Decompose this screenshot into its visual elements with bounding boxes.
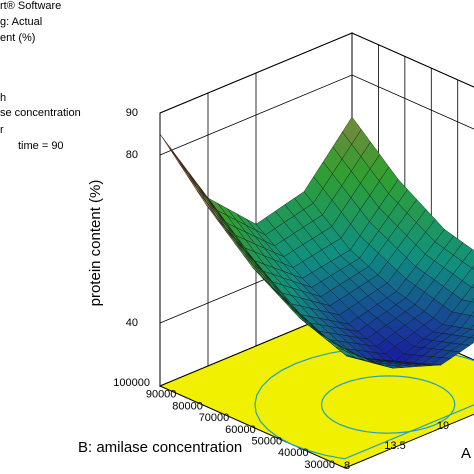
z-tick-label: 80: [126, 149, 138, 161]
surface: [159, 116, 474, 369]
y-tick-label: 50000: [252, 435, 283, 447]
y-tick-label: 60000: [225, 424, 256, 436]
legend-line: ent (%): [0, 32, 35, 44]
legend-line: rt® Software: [0, 0, 61, 12]
y-tick-label: 70000: [199, 412, 230, 424]
x-tick-label: 8: [344, 460, 350, 472]
legend-line: g: Actual: [0, 16, 42, 28]
surface-patch: [335, 346, 355, 358]
z-tick-label: 40: [126, 317, 138, 329]
y-tick-label: 100000: [113, 377, 150, 389]
y-axis-label: B: amilase concentration: [78, 439, 242, 456]
legend-line: h: [0, 92, 6, 104]
tick-labels: 40 80 90 3000040000500006000070000800009000…: [113, 107, 449, 472]
y-tick-label: 30000: [304, 459, 335, 471]
y-tick-label: 80000: [172, 400, 203, 412]
surface-patch: [471, 265, 474, 271]
z-tick-label: 90: [126, 107, 138, 119]
surface-patch: [470, 297, 474, 303]
contour: [320, 375, 456, 434]
legend-line: se concentration: [0, 107, 81, 119]
y-tick-label: 40000: [278, 447, 309, 459]
legend-line: r: [0, 124, 4, 136]
x-tick-label: 19: [437, 420, 449, 432]
legend-line: time = 90: [18, 140, 64, 152]
surface-patch: [471, 283, 474, 289]
x-tick-label: 13.5: [384, 440, 405, 452]
legend-block: rt® Software g: Actual ent (%) h se conc…: [0, 0, 81, 152]
y-tick-label: 90000: [146, 389, 177, 401]
x-axis-label: A: [461, 445, 471, 462]
z-axis-label: protein content (%): [87, 180, 104, 307]
